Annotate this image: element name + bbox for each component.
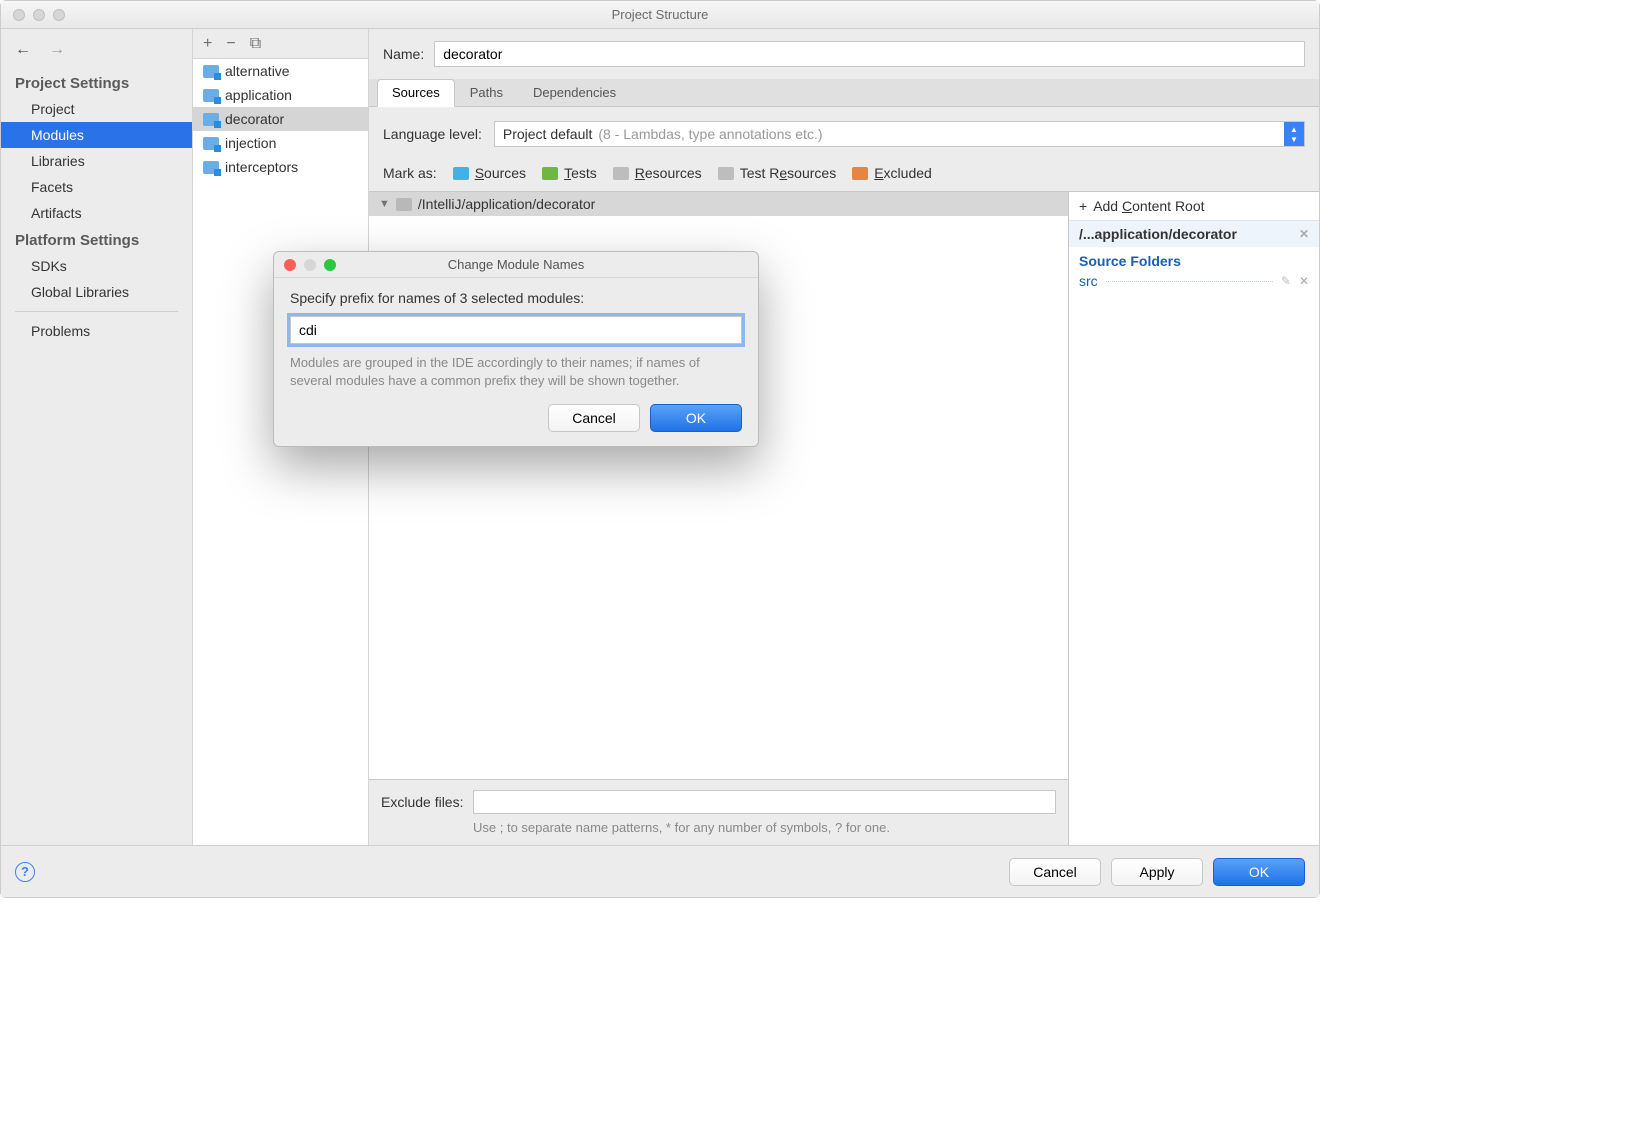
section-platform-settings: Platform Settings xyxy=(1,226,192,253)
mark-label: Resources xyxy=(635,165,702,181)
modal-ok-button[interactable]: OK xyxy=(650,404,742,432)
window-title: Project Structure xyxy=(1,7,1319,22)
tabbar: Sources Paths Dependencies xyxy=(369,79,1319,107)
source-folder-label: src xyxy=(1079,273,1098,289)
remove-module-icon[interactable]: − xyxy=(226,35,235,53)
section-project-settings: Project Settings xyxy=(1,69,192,96)
window-titlebar: Project Structure xyxy=(1,1,1319,29)
swatch-icon xyxy=(613,167,629,180)
add-content-root-button[interactable]: + Add Content Root xyxy=(1069,192,1319,221)
modal-title: Change Module Names xyxy=(274,257,758,272)
content-root-short: /...application/decorator xyxy=(1079,226,1237,242)
module-label: application xyxy=(225,87,292,103)
mark-as-label: Mark as: xyxy=(383,165,437,181)
module-label: interceptors xyxy=(225,159,298,175)
swatch-icon xyxy=(852,167,868,180)
nav-forward-icon: → xyxy=(49,41,65,59)
modal-minimize-icon xyxy=(304,259,316,271)
module-label: decorator xyxy=(225,111,284,127)
language-level-value: Project default xyxy=(503,126,593,142)
modal-cancel-button[interactable]: Cancel xyxy=(548,404,640,432)
modal-zoom-icon[interactable] xyxy=(324,259,336,271)
mark-label: Sources xyxy=(475,165,526,181)
chevron-down-icon: ▼ xyxy=(379,198,390,210)
modal-prompt: Specify prefix for names of 3 selected m… xyxy=(290,290,742,306)
sidebar-item-project[interactable]: Project xyxy=(1,96,192,122)
exclude-files-input[interactable] xyxy=(473,790,1056,814)
mark-label: Tests xyxy=(564,165,597,181)
sidebar-item-problems[interactable]: Problems xyxy=(1,318,192,344)
minimize-icon[interactable] xyxy=(33,9,45,21)
tab-sources[interactable]: Sources xyxy=(377,79,455,107)
mark-label: Test Resources xyxy=(740,165,837,181)
module-item-injection[interactable]: injection xyxy=(193,131,368,155)
folder-icon xyxy=(203,89,219,102)
sidebar-item-global-libraries[interactable]: Global Libraries xyxy=(1,279,192,305)
dropdown-arrows-icon: ▲▼ xyxy=(1284,122,1304,146)
module-item-decorator[interactable]: decorator xyxy=(193,107,368,131)
mark-as-excluded[interactable]: Excluded xyxy=(852,165,932,181)
source-folders-title: Source Folders xyxy=(1069,247,1319,271)
change-module-names-dialog: Change Module Names Specify prefix for n… xyxy=(273,251,759,447)
footer: ? Cancel Apply OK xyxy=(1,845,1319,897)
sidebar-item-modules[interactable]: Modules xyxy=(1,122,192,148)
content-root-row[interactable]: ▼ /IntelliJ/application/decorator xyxy=(369,192,1068,216)
language-level-select[interactable]: Project default (8 - Lambdas, type annot… xyxy=(494,121,1305,147)
ok-button[interactable]: OK xyxy=(1213,858,1305,886)
folder-icon xyxy=(203,65,219,78)
zoom-icon[interactable] xyxy=(53,9,65,21)
mark-as-sources[interactable]: Sources xyxy=(453,165,526,181)
close-icon[interactable] xyxy=(13,9,25,21)
module-item-interceptors[interactable]: interceptors xyxy=(193,155,368,179)
sidebar-item-libraries[interactable]: Libraries xyxy=(1,148,192,174)
module-prefix-input[interactable] xyxy=(290,316,742,344)
tab-dependencies[interactable]: Dependencies xyxy=(518,79,631,106)
module-item-alternative[interactable]: alternative xyxy=(193,59,368,83)
mark-as-test-resources[interactable]: Test Resources xyxy=(718,165,837,181)
sidebar: ← → Project Settings Project Modules Lib… xyxy=(1,29,193,845)
module-label: alternative xyxy=(225,63,290,79)
modal-close-icon[interactable] xyxy=(284,259,296,271)
folder-icon xyxy=(203,113,219,126)
traffic-lights xyxy=(1,9,65,21)
module-item-application[interactable]: application xyxy=(193,83,368,107)
swatch-icon xyxy=(453,167,469,180)
exclude-files-label: Exclude files: xyxy=(381,794,463,810)
plus-icon: + xyxy=(1079,198,1087,214)
sidebar-item-facets[interactable]: Facets xyxy=(1,174,192,200)
nav-back-icon[interactable]: ← xyxy=(15,41,31,59)
remove-source-icon[interactable]: ✕ xyxy=(1299,274,1309,288)
tab-paths[interactable]: Paths xyxy=(455,79,518,106)
mark-as-resources[interactable]: Resources xyxy=(613,165,702,181)
help-icon[interactable]: ? xyxy=(15,862,35,882)
copy-module-icon[interactable]: ⧉ xyxy=(250,35,261,53)
add-module-icon[interactable]: + xyxy=(203,35,212,53)
sidebar-item-artifacts[interactable]: Artifacts xyxy=(1,200,192,226)
swatch-icon xyxy=(542,167,558,180)
content-roots-panel: + Add Content Root /...application/decor… xyxy=(1069,192,1319,845)
sidebar-item-sdks[interactable]: SDKs xyxy=(1,253,192,279)
swatch-icon xyxy=(718,167,734,180)
remove-root-icon[interactable]: ✕ xyxy=(1299,227,1309,241)
language-level-label: Language level: xyxy=(383,126,482,142)
language-level-hint: (8 - Lambdas, type annotations etc.) xyxy=(598,126,822,142)
content-root-path: /IntelliJ/application/decorator xyxy=(418,196,595,212)
mark-as-tests[interactable]: Tests xyxy=(542,165,597,181)
source-folder-row[interactable]: src ✎ ✕ xyxy=(1069,271,1319,291)
folder-icon xyxy=(203,161,219,174)
folder-icon xyxy=(396,198,412,211)
module-label: injection xyxy=(225,135,276,151)
apply-button[interactable]: Apply xyxy=(1111,858,1203,886)
modal-hint: Modules are grouped in the IDE according… xyxy=(290,354,742,390)
name-label: Name: xyxy=(383,46,424,62)
content-root-entry[interactable]: /...application/decorator ✕ xyxy=(1069,221,1319,247)
dotted-line xyxy=(1106,281,1273,282)
cancel-button[interactable]: Cancel xyxy=(1009,858,1101,886)
folder-icon xyxy=(203,137,219,150)
sidebar-divider xyxy=(15,311,178,312)
exclude-files-hint: Use ; to separate name patterns, * for a… xyxy=(381,814,1056,835)
module-name-input[interactable] xyxy=(434,41,1305,67)
edit-icon[interactable]: ✎ xyxy=(1281,274,1291,288)
mark-label: Excluded xyxy=(874,165,932,181)
